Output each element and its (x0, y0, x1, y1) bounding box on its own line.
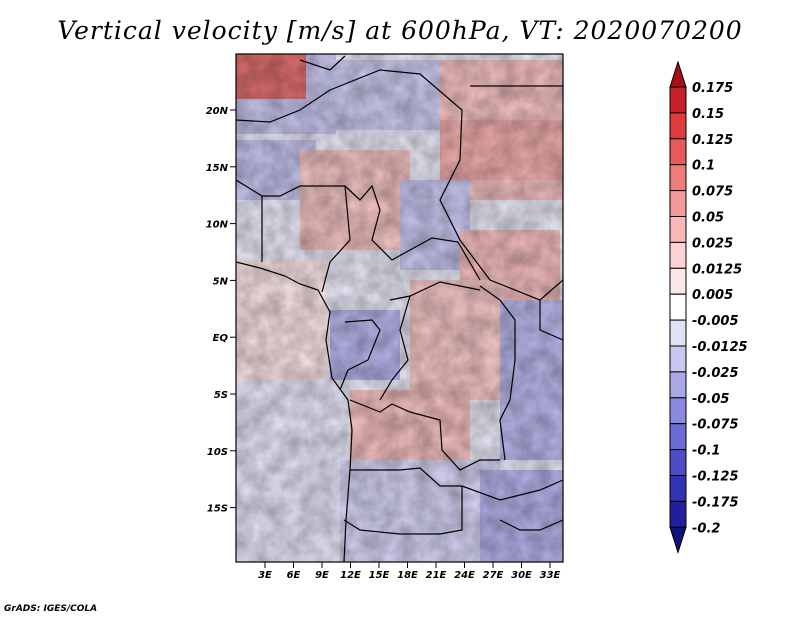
lon-tick-label: 3E (258, 570, 272, 581)
country-borders (236, 55, 563, 562)
colorbar-label: -0.05 (692, 392, 729, 407)
colorbar-label: 0.025 (692, 236, 733, 251)
latitude-axis: 20N 15N 10N 5N EQ 5S 10S 15S (206, 106, 236, 515)
colorbar-label: 0.05 (692, 211, 724, 226)
map-title: Vertical velocity [m/s] at 600hPa, VT: 2… (57, 16, 743, 45)
colorbar-label: 0.0125 (692, 262, 742, 277)
lat-tick-label: 15S (207, 504, 228, 515)
colorbar-label: -0.025 (692, 366, 739, 381)
colorbar-swatch (669, 267, 687, 295)
colorbar-label: -0.175 (692, 495, 739, 510)
lat-tick-label: 10S (207, 447, 228, 458)
colorbar-swatch (669, 86, 687, 114)
colorbar-label: -0.0125 (692, 340, 748, 355)
footer-credit: GrADS: IGES/COLA (4, 604, 98, 614)
colorbar-swatch (669, 371, 687, 399)
lat-tick-label: 20N (206, 106, 229, 117)
colorbar-label: 0.125 (692, 133, 733, 148)
colorbar-swatch (669, 345, 687, 373)
map-frame (235, 53, 564, 563)
colorbar-label: -0.1 (692, 444, 720, 459)
colorbar-swatch (669, 190, 687, 218)
colorbar-swatch (669, 319, 687, 347)
colorbar-swatch (669, 293, 687, 321)
lon-tick-label: 6E (287, 570, 301, 581)
lon-tick-label: 27E (483, 570, 504, 581)
lon-tick-label: 9E (315, 570, 329, 581)
colorbar-top-triangle (669, 60, 687, 88)
colorbar-swatch (669, 241, 687, 269)
lat-tick-label: EQ (213, 333, 229, 344)
colorbar-swatch (669, 475, 687, 502)
colorbar-swatch (669, 112, 687, 140)
lon-tick-label: 21E (426, 570, 447, 581)
colorbar-label: -0.125 (692, 470, 739, 485)
lon-tick-label: 30E (511, 570, 532, 581)
colorbar-label: -0.005 (692, 314, 739, 329)
lon-tick-label: 24E (454, 570, 475, 581)
colorbar-swatch (669, 397, 687, 425)
longitude-axis: 3E 6E 9E 12E 15E 18E 21E 24E 27E 30E 33E (258, 562, 561, 581)
lon-tick-label: 18E (397, 570, 418, 581)
colorbar-label: -0.075 (692, 418, 739, 433)
colorbar-swatch (669, 138, 687, 166)
lat-tick-label: 10N (206, 220, 229, 231)
colorbar-label: 0.1 (692, 159, 715, 174)
colorbar-label: 0.175 (692, 81, 733, 96)
velocity-field (236, 54, 563, 562)
colorbar: 0.175 0.15 0.125 0.1 0.075 0.05 0.025 0.0125 0.0… (669, 60, 748, 554)
lat-tick-label: 15N (206, 163, 229, 174)
colorbar-swatch (669, 500, 687, 528)
colorbar-label: 0.15 (692, 107, 724, 122)
lon-tick-label: 15E (369, 570, 390, 581)
colorbar-swatch (669, 449, 687, 477)
colorbar-swatch (669, 216, 687, 243)
lon-tick-label: 33E (540, 570, 561, 581)
colorbar-label: 0.005 (692, 288, 733, 303)
colorbar-label: -0.2 (692, 521, 720, 536)
lon-tick-label: 12E (340, 570, 361, 581)
colorbar-swatch (669, 423, 687, 451)
colorbar-label: 0.075 (692, 185, 733, 200)
colorbar-bottom-triangle (669, 526, 687, 554)
lat-tick-label: 5S (214, 390, 228, 401)
colorbar-swatch (669, 164, 687, 192)
lat-tick-label: 5N (213, 276, 229, 287)
